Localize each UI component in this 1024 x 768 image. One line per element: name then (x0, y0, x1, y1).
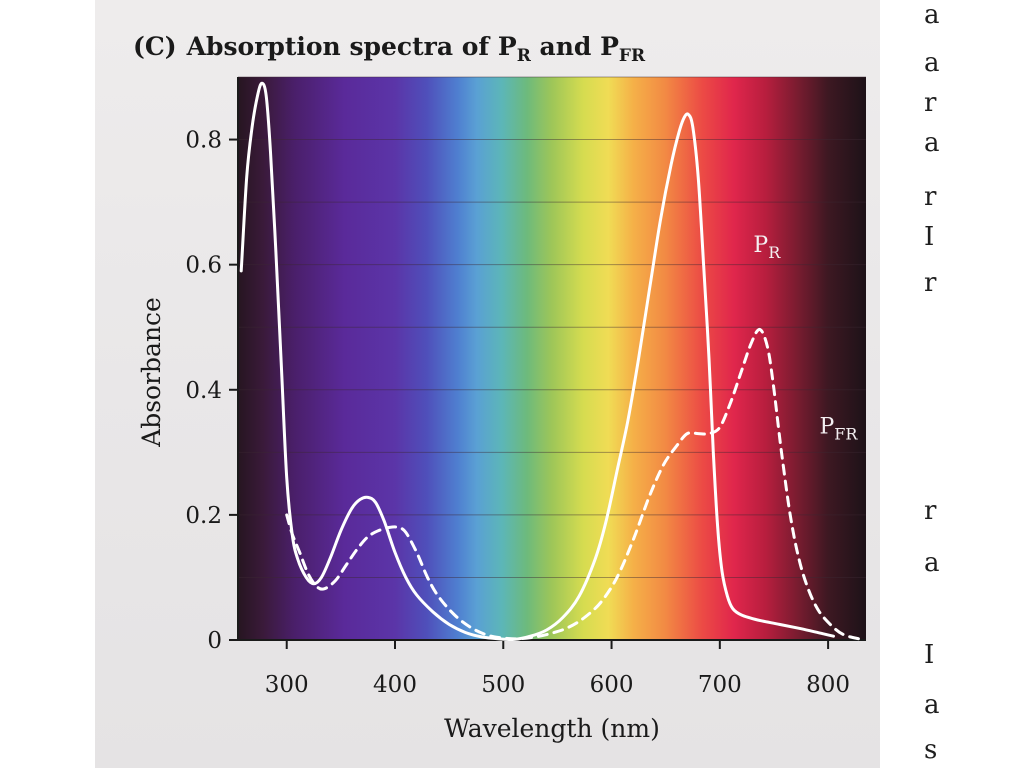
edge-fragment: I (924, 222, 935, 252)
y-tick-label: 0.4 (185, 378, 222, 404)
y-tick-label: 0.2 (185, 503, 222, 529)
x-tick-label: 600 (590, 672, 634, 698)
axes (237, 77, 866, 641)
tick-labels: 0 0.2 0.4 0.6 0.8 300 400 500 600 700 800 (185, 128, 850, 698)
edge-fragment: I (924, 640, 935, 670)
edge-fragment: a (924, 128, 940, 158)
x-tick-label: 700 (698, 672, 742, 698)
edge-fragment: a (924, 690, 940, 720)
chart-title: (C) Absorption spectra of PR and PFR (133, 32, 646, 66)
y-tick-label: 0.8 (185, 128, 222, 154)
adjacent-page-edge (918, 0, 1024, 768)
edge-fragment: a (924, 48, 940, 78)
x-tick-label: 400 (373, 672, 417, 698)
series (239, 81, 860, 642)
gridlines (238, 76, 866, 578)
edge-fragment: a (924, 548, 940, 578)
edge-fragment: r (924, 182, 937, 212)
x-tick-label: 500 (481, 672, 525, 698)
y-axis-label: Absorbance (137, 297, 166, 448)
edge-fragment: r (924, 88, 937, 118)
title-mid: and P (531, 32, 619, 61)
series-label-subscript: FR (834, 425, 858, 444)
plot-area (238, 77, 866, 640)
panel-label: (C) (133, 32, 177, 61)
edge-fragment: a (924, 0, 940, 30)
edge-fragment: r (924, 496, 937, 526)
x-tick-label: 300 (265, 672, 309, 698)
y-tick-label: 0.6 (185, 253, 222, 279)
edge-fragment: r (924, 268, 937, 298)
title-main: Absorption spectra of P (186, 32, 517, 61)
title-subscript-1: R (517, 46, 532, 66)
series-line-pfr (285, 327, 860, 641)
edge-fragment: s (924, 735, 938, 765)
title-subscript-2: FR (619, 46, 646, 66)
x-axis-label: Wavelength (nm) (444, 714, 660, 743)
series-label-subscript: R (768, 243, 781, 262)
x-tick-label: 800 (806, 672, 850, 698)
y-tick-label: 0 (207, 628, 222, 654)
